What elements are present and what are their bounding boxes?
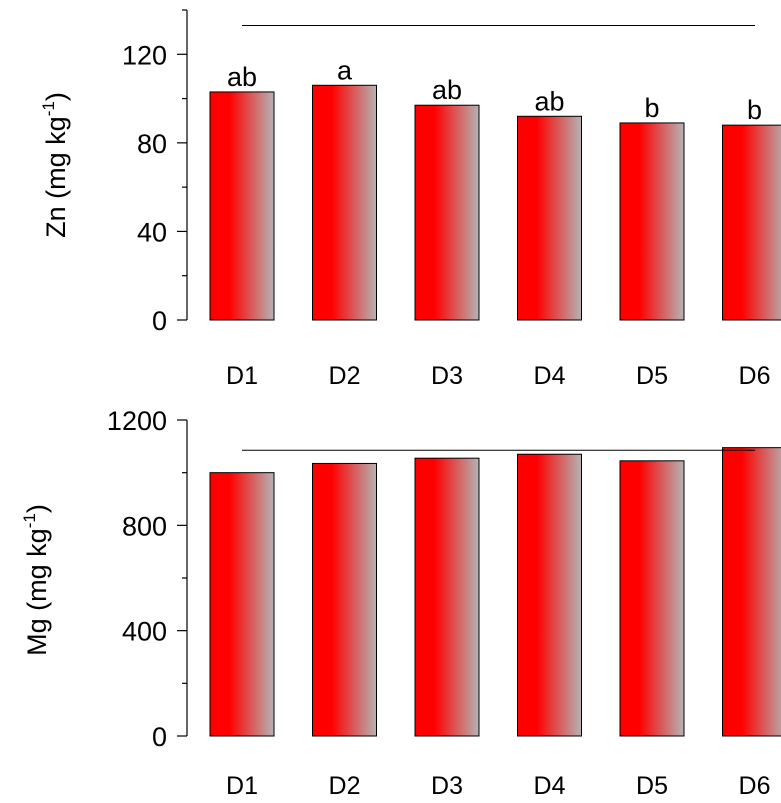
mg-category-label: D2 (329, 772, 361, 800)
zn-significance-letter: ab (534, 86, 564, 116)
zn-tick-label: 0 (152, 306, 167, 336)
mg-bar-d4 (517, 453, 582, 737)
zn-axis-title: Zn (mg kg-1) (39, 92, 71, 238)
zn-category-label: D6 (739, 362, 771, 390)
mg-category-label: D4 (534, 772, 566, 800)
mg-tick-label: 1200 (107, 406, 167, 436)
mg-category-label: D3 (431, 772, 463, 800)
zn-significance-letter: a (337, 55, 353, 85)
mg-tick-label: 400 (122, 617, 167, 647)
mg-bar-d2 (312, 462, 377, 737)
zn-category-label: D1 (226, 362, 258, 390)
zn-tick-label: 80 (137, 129, 167, 159)
zn-significance-letter: ab (432, 75, 462, 105)
mg-bar-d3 (414, 457, 480, 737)
mg-panel: Mg (mg kg-1) 0 400 800 1200 D1 D2 D3 D4 D5 D6 (20, 406, 781, 800)
zn-significance-letter: b (747, 95, 762, 125)
zn-bar-d4 (517, 115, 582, 321)
zn-significance-letter: ab (227, 62, 257, 92)
mg-axis-title: Mg (mg kg-1) (20, 504, 52, 656)
zn-bar-d3 (414, 104, 480, 321)
mg-category-label: D6 (739, 772, 771, 800)
mg-bar-d5 (619, 460, 685, 737)
mg-tick-label: 800 (122, 511, 167, 541)
mg-category-label: D1 (226, 772, 258, 800)
zn-tick-label: 120 (122, 40, 167, 70)
zn-bar-d6 (722, 124, 781, 321)
zn-bar-d2 (312, 84, 377, 321)
zn-category-label: D3 (431, 362, 463, 390)
zn-tick-label: 40 (137, 217, 167, 247)
mg-category-label: D5 (636, 772, 668, 800)
mg-bar-d6 (722, 447, 781, 737)
zn-panel: Zn (mg kg-1) 0 40 80 120 ab a ab ab b b D1 D2 D3 D4… (39, 9, 781, 390)
zn-category-label: D5 (636, 362, 668, 390)
zn-bar-d5 (619, 122, 685, 321)
zn-significance-letter: b (644, 93, 659, 123)
mg-tick-label: 0 (152, 722, 167, 752)
zn-category-label: D2 (329, 362, 361, 390)
mg-bar-d1 (209, 472, 275, 737)
zn-bar-d1 (209, 91, 275, 321)
zn-category-label: D4 (534, 362, 566, 390)
